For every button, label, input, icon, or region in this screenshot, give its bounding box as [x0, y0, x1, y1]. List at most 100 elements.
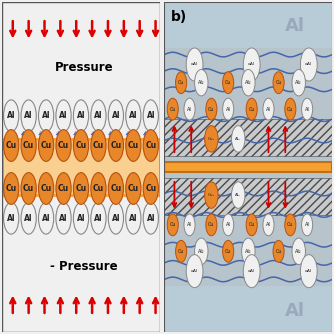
Circle shape	[167, 98, 178, 120]
Circle shape	[246, 214, 257, 236]
Text: Cu: Cu	[110, 141, 122, 150]
Circle shape	[126, 130, 141, 161]
Text: Al: Al	[42, 111, 50, 120]
Text: Cu: Cu	[75, 184, 87, 193]
Circle shape	[184, 98, 195, 120]
Text: Cu: Cu	[248, 222, 255, 227]
Text: Al: Al	[59, 111, 68, 120]
Circle shape	[223, 214, 234, 236]
Text: Cu: Cu	[275, 80, 282, 85]
Text: Cu: Cu	[93, 184, 104, 193]
Bar	[164, 48, 332, 286]
Text: Cu: Cu	[93, 141, 104, 150]
Text: αAl: αAl	[248, 269, 255, 273]
Text: Al: Al	[129, 214, 138, 223]
Text: Cu: Cu	[225, 80, 231, 85]
Circle shape	[223, 98, 234, 120]
Text: Al₄: Al₄	[235, 137, 241, 141]
Text: Al: Al	[187, 222, 192, 227]
Circle shape	[292, 69, 306, 96]
Text: Al₂: Al₂	[295, 80, 302, 85]
Bar	[2, 139, 160, 195]
Text: Cu: Cu	[178, 80, 184, 85]
Text: Al: Al	[77, 214, 85, 223]
Circle shape	[4, 173, 19, 204]
Text: Cu: Cu	[225, 249, 231, 254]
Circle shape	[108, 130, 124, 161]
Text: Al: Al	[305, 222, 310, 227]
Text: Cu: Cu	[128, 184, 139, 193]
Circle shape	[38, 202, 54, 234]
Circle shape	[143, 202, 158, 234]
Circle shape	[241, 238, 255, 265]
Text: Al: Al	[7, 111, 15, 120]
Circle shape	[300, 255, 317, 288]
Circle shape	[285, 214, 296, 236]
Circle shape	[38, 100, 54, 132]
Text: Al: Al	[285, 17, 305, 35]
Text: Cu: Cu	[287, 222, 294, 227]
Text: Al: Al	[226, 222, 230, 227]
Text: Al: Al	[285, 302, 305, 320]
Text: αAl: αAl	[305, 269, 312, 273]
Circle shape	[206, 98, 217, 120]
Text: Al: Al	[147, 111, 155, 120]
Text: αAl: αAl	[248, 62, 255, 66]
Text: αAl: αAl	[191, 269, 198, 273]
Circle shape	[21, 130, 36, 161]
Circle shape	[91, 100, 106, 132]
Text: Cu: Cu	[208, 107, 215, 112]
Circle shape	[56, 173, 71, 204]
Text: Cu: Cu	[110, 184, 122, 193]
Circle shape	[56, 202, 71, 234]
Text: Cu: Cu	[58, 184, 69, 193]
Circle shape	[143, 100, 158, 132]
Text: Al: Al	[187, 107, 192, 112]
Circle shape	[91, 173, 106, 204]
Circle shape	[126, 202, 141, 234]
Circle shape	[126, 100, 141, 132]
Circle shape	[91, 202, 106, 234]
Text: Al: Al	[266, 222, 271, 227]
Circle shape	[38, 173, 54, 204]
Circle shape	[243, 48, 260, 81]
Text: Al: Al	[112, 214, 120, 223]
Text: Al: Al	[94, 214, 103, 223]
Text: Cu: Cu	[208, 222, 215, 227]
Circle shape	[223, 72, 234, 94]
Text: Al: Al	[147, 214, 155, 223]
Text: Cu: Cu	[128, 141, 139, 150]
Circle shape	[56, 100, 71, 132]
Circle shape	[241, 69, 255, 96]
Text: Cu: Cu	[6, 184, 17, 193]
Circle shape	[21, 100, 36, 132]
Circle shape	[108, 100, 124, 132]
Bar	[164, 119, 332, 156]
Text: Al: Al	[59, 214, 68, 223]
Circle shape	[143, 173, 158, 204]
Text: αAl: αAl	[191, 62, 198, 66]
Text: Al₂: Al₂	[295, 249, 302, 254]
Circle shape	[108, 173, 124, 204]
Bar	[164, 162, 332, 172]
Text: Cu: Cu	[275, 249, 282, 254]
Text: Pressure: Pressure	[55, 61, 114, 74]
Text: Al: Al	[24, 111, 33, 120]
Circle shape	[167, 214, 178, 236]
Text: Cu: Cu	[23, 184, 34, 193]
Circle shape	[285, 98, 296, 120]
Text: Al₂: Al₂	[198, 80, 205, 85]
Circle shape	[4, 130, 19, 161]
Circle shape	[206, 214, 217, 236]
Circle shape	[223, 240, 234, 262]
Circle shape	[186, 48, 203, 81]
Circle shape	[195, 238, 208, 265]
Text: Cu: Cu	[248, 107, 255, 112]
Bar	[164, 2, 332, 48]
Text: Cu: Cu	[58, 141, 69, 150]
Circle shape	[21, 202, 36, 234]
Text: Cu: Cu	[145, 184, 156, 193]
Text: Cu: Cu	[75, 141, 87, 150]
Text: Cu: Cu	[40, 184, 52, 193]
Text: Al: Al	[94, 111, 103, 120]
